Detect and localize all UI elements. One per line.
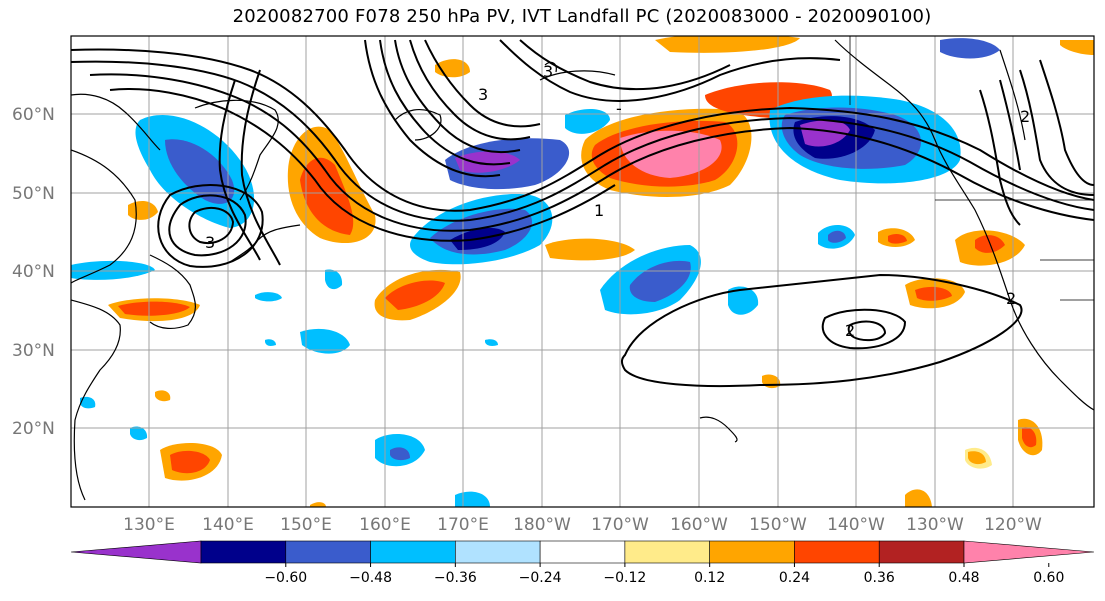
- colorbar-tick-label: 0.36: [864, 570, 895, 586]
- gridlines: [71, 36, 1094, 507]
- ivt-contours: [71, 39, 1094, 388]
- lon-label: 160°W: [670, 515, 728, 535]
- colorbar-cell: [794, 540, 880, 564]
- colorbar-tick-label: −0.60: [264, 570, 307, 586]
- colorbar-tick-label: 0.48: [948, 570, 979, 586]
- colorbar-tick-label: −0.48: [349, 570, 392, 586]
- colorbar-cell: [200, 540, 287, 564]
- contour-labels: 3 1 3 2 2 2 - 3: [205, 62, 1030, 340]
- lat-label: 30°N: [12, 341, 55, 361]
- colorbar-tick-label: −0.36: [434, 570, 477, 586]
- colorbar-tick-label: 0.60: [1033, 570, 1064, 586]
- colorbar-cell: [370, 540, 456, 564]
- contour-label: 1: [594, 201, 604, 220]
- contour-label: 2: [845, 321, 855, 340]
- lon-label: 170°W: [591, 515, 649, 535]
- contour-label: 3: [205, 233, 215, 252]
- colorbar-cell: [455, 540, 541, 564]
- contour-label: 2: [1020, 107, 1030, 126]
- contour-label: 3: [543, 62, 553, 81]
- colorbar-cell: [709, 540, 795, 564]
- lat-label: 50°N: [12, 184, 55, 204]
- lat-label: 60°N: [12, 105, 55, 125]
- lon-label: 120°W: [984, 515, 1042, 535]
- colorbar-cell: [285, 540, 371, 564]
- colorbar-tick-label: −0.24: [519, 570, 562, 586]
- colorbar-tick-label: 0.12: [694, 570, 725, 586]
- colorbar-tick-label: 0.24: [779, 570, 810, 586]
- lon-label: 170°E: [437, 515, 489, 535]
- colorbar-cell: [878, 540, 965, 564]
- lon-label: 130°W: [906, 515, 964, 535]
- colorbar-cell: [624, 540, 710, 564]
- latitude-labels: 60°N 50°N 40°N 30°N 20°N: [12, 105, 55, 439]
- lon-label: 150°W: [749, 515, 807, 535]
- coastlines: [71, 39, 1094, 501]
- contour-label: 2: [1006, 289, 1016, 308]
- lon-label: 140°E: [202, 515, 254, 535]
- map-title: 2020082700 F078 250 hPa PV, IVT Landfall…: [232, 6, 932, 27]
- colorbar-extend-high: [963, 540, 1095, 564]
- colorbar-tick-label: −0.12: [603, 570, 646, 586]
- colorbar-cell: [539, 540, 626, 564]
- lat-label: 20°N: [12, 419, 55, 439]
- contour-label: 3: [478, 85, 488, 104]
- map-frame: [70, 35, 1095, 508]
- longitude-labels: 130°E 140°E 150°E 160°E 170°E 180°W 170°…: [123, 515, 1042, 535]
- colorbar: −0.60 −0.48 −0.36 −0.24 −0.12 0.12 0.24 0.36 0.4…: [70, 540, 1095, 586]
- contour-label: -: [616, 99, 622, 118]
- lon-label: 140°W: [827, 515, 885, 535]
- lon-label: 130°E: [123, 515, 175, 535]
- lon-label: 160°E: [359, 515, 411, 535]
- lat-label: 40°N: [12, 262, 55, 282]
- colorbar-extend-low: [70, 540, 202, 564]
- lon-label: 150°E: [280, 515, 332, 535]
- lon-label: 180°W: [513, 515, 571, 535]
